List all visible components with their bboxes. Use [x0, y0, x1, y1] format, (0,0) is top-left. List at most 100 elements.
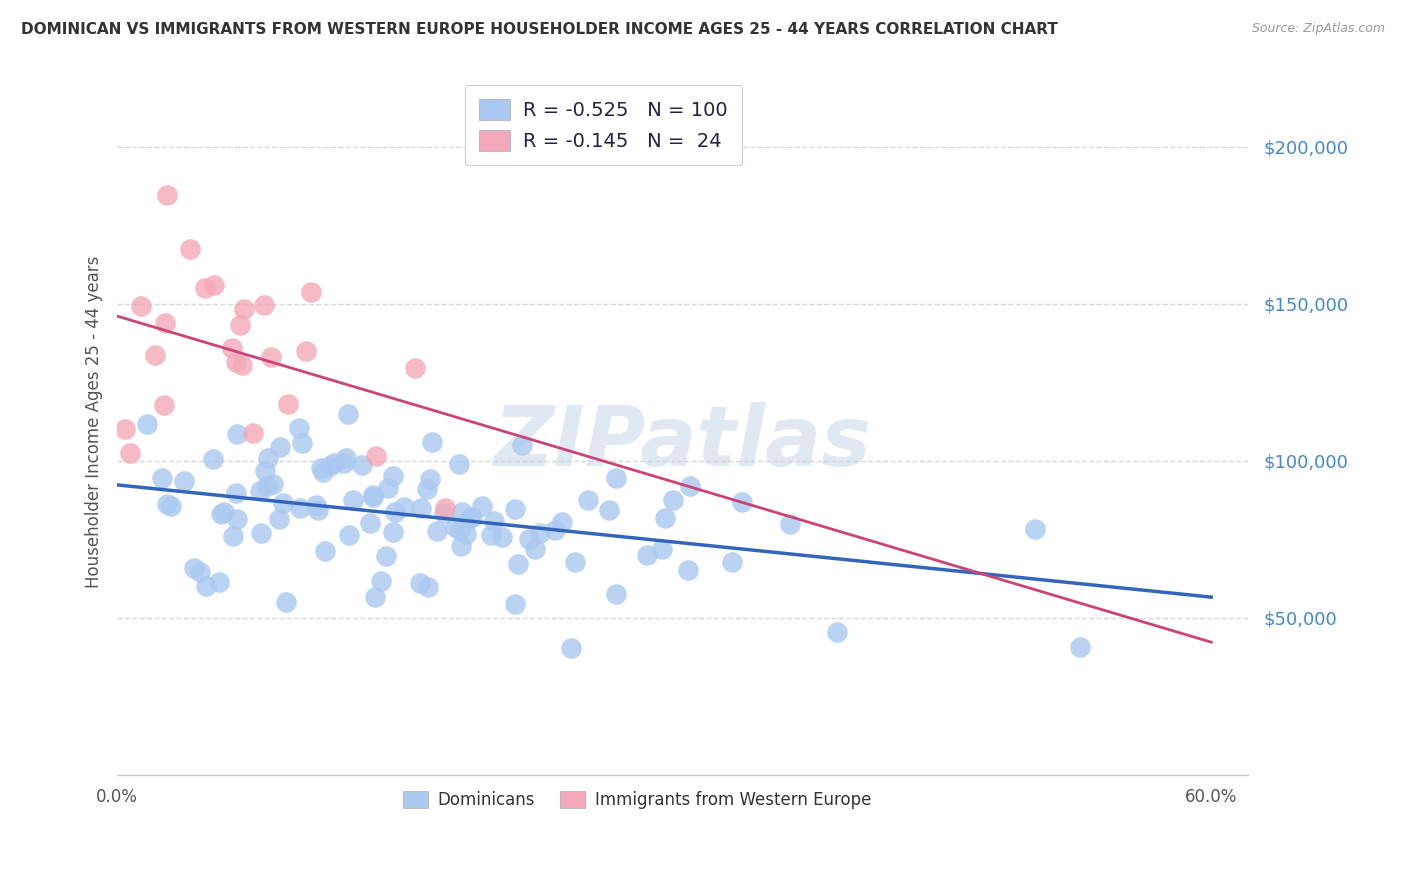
Point [529, 526, 551, 541]
Point [194, 579, 217, 593]
Point [564, 555, 586, 569]
Point [249, 484, 271, 499]
Point [269, 440, 291, 454]
Point [404, 361, 426, 376]
Point [651, 542, 673, 557]
Point [209, 507, 232, 521]
Point [503, 501, 526, 516]
Point [517, 532, 540, 546]
Point [825, 625, 848, 640]
Point [314, 543, 336, 558]
Point [156, 188, 179, 202]
Point [366, 449, 388, 463]
Point [202, 278, 225, 293]
Point [208, 575, 231, 590]
Point [370, 574, 392, 589]
Point [309, 460, 332, 475]
Point [339, 528, 361, 542]
Point [335, 450, 357, 465]
Point [267, 512, 290, 526]
Point [337, 407, 360, 421]
Point [409, 575, 432, 590]
Point [676, 563, 699, 577]
Point [433, 506, 456, 520]
Point [508, 558, 530, 572]
Point [322, 456, 344, 470]
Point [307, 503, 329, 517]
Point [523, 541, 546, 556]
Point [450, 540, 472, 554]
Point [361, 488, 384, 502]
Point [461, 510, 484, 524]
Point [290, 501, 312, 516]
Point [212, 505, 235, 519]
Text: DOMINICAN VS IMMIGRANTS FROM WESTERN EUROPE HOUSEHOLDER INCOME AGES 25 - 44 YEAR: DOMINICAN VS IMMIGRANTS FROM WESTERN EUR… [21, 22, 1057, 37]
Legend: Dominicans, Immigrants from Western Europe: Dominicans, Immigrants from Western Euro… [396, 784, 879, 816]
Point [173, 474, 195, 488]
Point [221, 341, 243, 355]
Text: ZIPatlas: ZIPatlas [494, 402, 872, 483]
Point [277, 397, 299, 411]
Point [262, 477, 284, 491]
Point [156, 497, 179, 511]
Point [194, 281, 217, 295]
Point [291, 436, 314, 450]
Point [256, 479, 278, 493]
Point [382, 469, 405, 483]
Point [242, 425, 264, 440]
Point [188, 565, 211, 579]
Point [202, 452, 225, 467]
Point [605, 587, 627, 601]
Point [449, 523, 471, 537]
Y-axis label: Householder Income Ages 25 - 44 years: Householder Income Ages 25 - 44 years [86, 255, 103, 588]
Point [226, 512, 249, 526]
Point [416, 483, 439, 497]
Point [312, 465, 335, 479]
Point [576, 492, 599, 507]
Point [382, 524, 405, 539]
Point [471, 500, 494, 514]
Point [456, 527, 478, 541]
Point [183, 561, 205, 575]
Point [305, 498, 328, 512]
Point [551, 515, 574, 529]
Point [114, 422, 136, 436]
Point [350, 458, 373, 472]
Point [1069, 640, 1091, 654]
Point [221, 529, 243, 543]
Point [260, 350, 283, 364]
Point [779, 517, 801, 532]
Point [225, 355, 247, 369]
Point [510, 438, 533, 452]
Point [654, 510, 676, 524]
Point [443, 520, 465, 534]
Point [333, 456, 356, 470]
Point [150, 471, 173, 485]
Point [375, 549, 398, 563]
Point [287, 421, 309, 435]
Point [225, 426, 247, 441]
Point [295, 344, 318, 359]
Point [250, 525, 273, 540]
Point [231, 358, 253, 372]
Point [1024, 522, 1046, 536]
Point [229, 318, 252, 332]
Point [409, 500, 432, 515]
Point [273, 496, 295, 510]
Point [256, 450, 278, 465]
Point [605, 471, 627, 485]
Point [179, 242, 201, 256]
Point [419, 472, 441, 486]
Point [458, 511, 481, 525]
Point [274, 595, 297, 609]
Point [153, 316, 176, 330]
Point [136, 417, 159, 432]
Point [661, 493, 683, 508]
Point [225, 486, 247, 500]
Point [491, 530, 513, 544]
Point [253, 464, 276, 478]
Point [145, 348, 167, 362]
Point [731, 494, 754, 508]
Point [482, 514, 505, 528]
Point [159, 500, 181, 514]
